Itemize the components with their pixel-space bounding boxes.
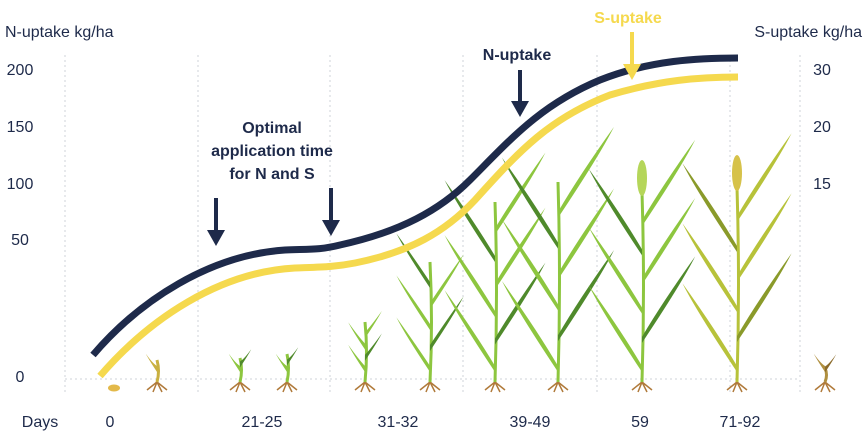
seed [108, 385, 120, 392]
x-axis-title: Days [22, 414, 58, 431]
annotation: for N and S [229, 166, 315, 183]
right-tick-label: 30 [813, 62, 831, 79]
stem [157, 360, 159, 382]
roots [277, 382, 297, 392]
leaf [146, 354, 157, 372]
left-tick-label: 150 [7, 119, 34, 136]
plant [348, 311, 382, 392]
arrow-head [207, 230, 225, 246]
x-tick-label: 59 [631, 414, 649, 431]
roots [230, 382, 250, 392]
x-tick-label: 0 [106, 414, 115, 431]
leaf [276, 354, 287, 372]
left-tick-label: 200 [7, 62, 34, 79]
leaf [814, 354, 825, 372]
left-axis-title: N-uptake kg/ha [5, 24, 114, 41]
ear [637, 160, 647, 196]
right-tick-label: 20 [813, 119, 831, 136]
leaf [348, 322, 365, 349]
roots [548, 382, 568, 392]
stem [287, 354, 289, 382]
x-tick-label: 71-92 [720, 414, 761, 431]
leaf [495, 153, 545, 235]
leaf [365, 311, 382, 338]
plant [396, 233, 463, 392]
right-axis-title: S-uptake kg/ha [754, 24, 862, 41]
roots [147, 382, 167, 392]
leaf [502, 158, 558, 249]
leaf [825, 354, 836, 372]
leaf [348, 345, 365, 372]
leaf [642, 140, 695, 226]
annotation: S-uptake [594, 10, 662, 27]
left-tick-label: 50 [11, 232, 29, 249]
leaf [229, 354, 240, 372]
leaf [430, 296, 464, 351]
plant [682, 133, 791, 392]
plant [146, 354, 167, 392]
x-tick-label: 39-49 [510, 414, 551, 431]
leaf [240, 349, 251, 367]
infographic: N-uptake kg/ha S-uptake kg/ha Days Optim… [0, 0, 868, 433]
leaf [396, 275, 430, 330]
leaf [558, 127, 614, 218]
arrow-head [511, 101, 529, 117]
x-tick-label: 31-32 [378, 414, 419, 431]
roots [815, 382, 835, 392]
leaf [682, 163, 737, 252]
left-tick-label: 100 [7, 176, 34, 193]
annotation: Optimal [242, 120, 302, 137]
plant [229, 349, 251, 392]
annotation: N-uptake [483, 47, 552, 64]
leaf [737, 133, 792, 222]
plant [276, 347, 298, 392]
plant [814, 354, 836, 392]
stem [430, 262, 432, 382]
left-tick-label: 0 [16, 369, 25, 386]
leaf [589, 169, 642, 255]
leaf [396, 317, 430, 372]
plants [108, 127, 836, 392]
leaf [430, 254, 464, 309]
annotation: application time [211, 143, 333, 160]
roots [485, 382, 505, 392]
ear [732, 155, 742, 191]
right-tick-label: 15 [813, 176, 831, 193]
roots [632, 382, 652, 392]
arrow-head [322, 220, 340, 236]
roots [420, 382, 440, 392]
x-tick-label: 21-25 [242, 414, 283, 431]
roots [355, 382, 375, 392]
